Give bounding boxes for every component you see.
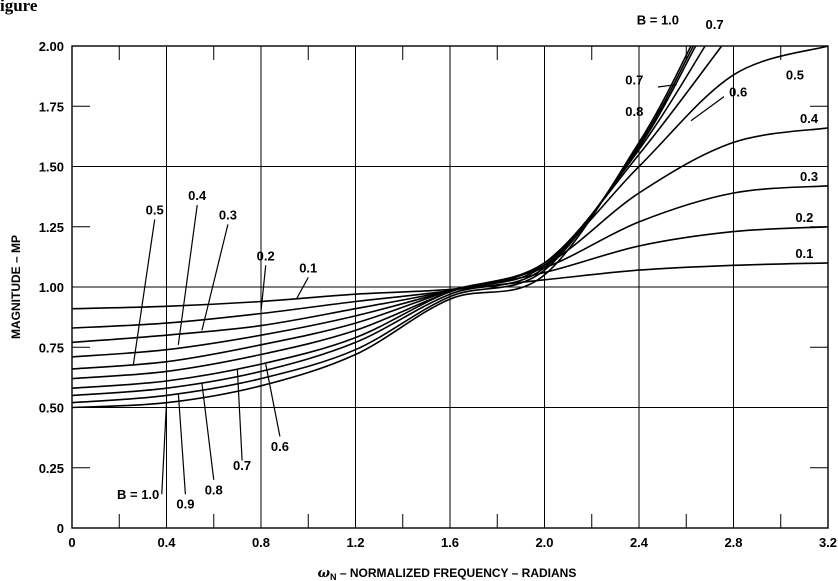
curve-layer bbox=[71, 45, 829, 409]
y-tick-label: 0 bbox=[57, 521, 64, 536]
curve-label: B = 1.0 bbox=[637, 12, 679, 27]
y-tick-label: 2.00 bbox=[39, 39, 64, 54]
leader-line bbox=[161, 402, 168, 495]
y-tick-label: 1.75 bbox=[39, 99, 64, 114]
curve-b-0-8 bbox=[71, 45, 697, 397]
curve-label: 0.3 bbox=[219, 208, 237, 223]
leader-line bbox=[177, 392, 186, 495]
leader-line bbox=[132, 219, 156, 365]
curve-label: B = 1.0 bbox=[117, 487, 159, 502]
x-tick-label: 2.8 bbox=[724, 535, 742, 550]
curve-label: 0.3 bbox=[800, 169, 818, 184]
curve-label: 0.2 bbox=[257, 248, 275, 263]
x-tick-label: 1.6 bbox=[441, 535, 459, 550]
curve-b-0-5 bbox=[71, 45, 829, 370]
x-tick-label: 2.0 bbox=[535, 535, 553, 550]
y-tick-label: 0.75 bbox=[39, 340, 64, 355]
leader-line bbox=[177, 204, 198, 345]
x-tick-label: 2.4 bbox=[630, 535, 649, 550]
x-tick-label: 0.8 bbox=[252, 535, 270, 550]
curve-b-0-9 bbox=[71, 45, 695, 404]
leader-line bbox=[201, 383, 215, 480]
curve-label: 0.7 bbox=[233, 458, 251, 473]
curve-label: 0.7 bbox=[706, 17, 724, 32]
curve-b-0-7 bbox=[71, 45, 706, 389]
x-tick-label: 3.2 bbox=[819, 535, 837, 550]
x-axis-title: ωN – NORMALIZED FREQUENCY – RADIANS bbox=[318, 566, 577, 581]
y-tick-label: 1.25 bbox=[39, 220, 64, 235]
leader-line bbox=[236, 368, 243, 461]
curve-label: 0.6 bbox=[729, 85, 747, 100]
leader-line bbox=[295, 277, 309, 300]
curve-label: 0.8 bbox=[205, 482, 223, 497]
leader-line bbox=[690, 96, 725, 122]
y-tick-label: 1.50 bbox=[39, 160, 64, 175]
figure-label: igure bbox=[0, 0, 38, 15]
curve-label: 0.6 bbox=[271, 439, 289, 454]
curve-label: 0.1 bbox=[299, 261, 317, 276]
curve-label: 0.2 bbox=[795, 210, 813, 225]
curve-label: 0.9 bbox=[176, 497, 194, 512]
leader-line bbox=[652, 98, 668, 119]
leader-line bbox=[260, 265, 267, 312]
y-axis-title: MAGNITUDE – MP bbox=[9, 235, 23, 339]
leader-line bbox=[657, 83, 677, 88]
x-tick-label: 0.4 bbox=[157, 535, 176, 550]
y-tick-label: 1.00 bbox=[39, 280, 64, 295]
curve-label: 0.4 bbox=[188, 188, 207, 203]
y-tick-label: 0.25 bbox=[39, 461, 64, 476]
grid-layer bbox=[71, 45, 829, 529]
x-tick-label: 0 bbox=[68, 535, 75, 550]
curve-label: 0.8 bbox=[625, 104, 643, 119]
tick-layer: 0 0.4 0.8 1.2 1.6 2.0 2.4 2.8 3.2 0 0.25 0.50 0.75 1.… bbox=[39, 39, 837, 550]
x-tick-label: 1.2 bbox=[346, 535, 364, 550]
leader-line bbox=[265, 364, 281, 437]
curve-label: 0.5 bbox=[786, 68, 804, 83]
leader-layer bbox=[132, 83, 725, 495]
curve-b-1-0 bbox=[71, 45, 692, 409]
curve-label: 0.4 bbox=[800, 111, 819, 126]
curve-b-0-1 bbox=[71, 262, 829, 310]
curve-label: 0.7 bbox=[625, 73, 643, 88]
curve-label: 0.5 bbox=[146, 203, 164, 218]
label-layer: 0.1 0.2 0.3 0.4 0.5 0.6 0.7 0.8 0.9 B = 1.0 B = 1.… bbox=[117, 12, 819, 511]
leader-line bbox=[201, 224, 229, 331]
curve-b-0-6 bbox=[71, 45, 723, 380]
curve-label: 0.1 bbox=[795, 246, 813, 261]
y-tick-label: 0.50 bbox=[39, 401, 64, 416]
